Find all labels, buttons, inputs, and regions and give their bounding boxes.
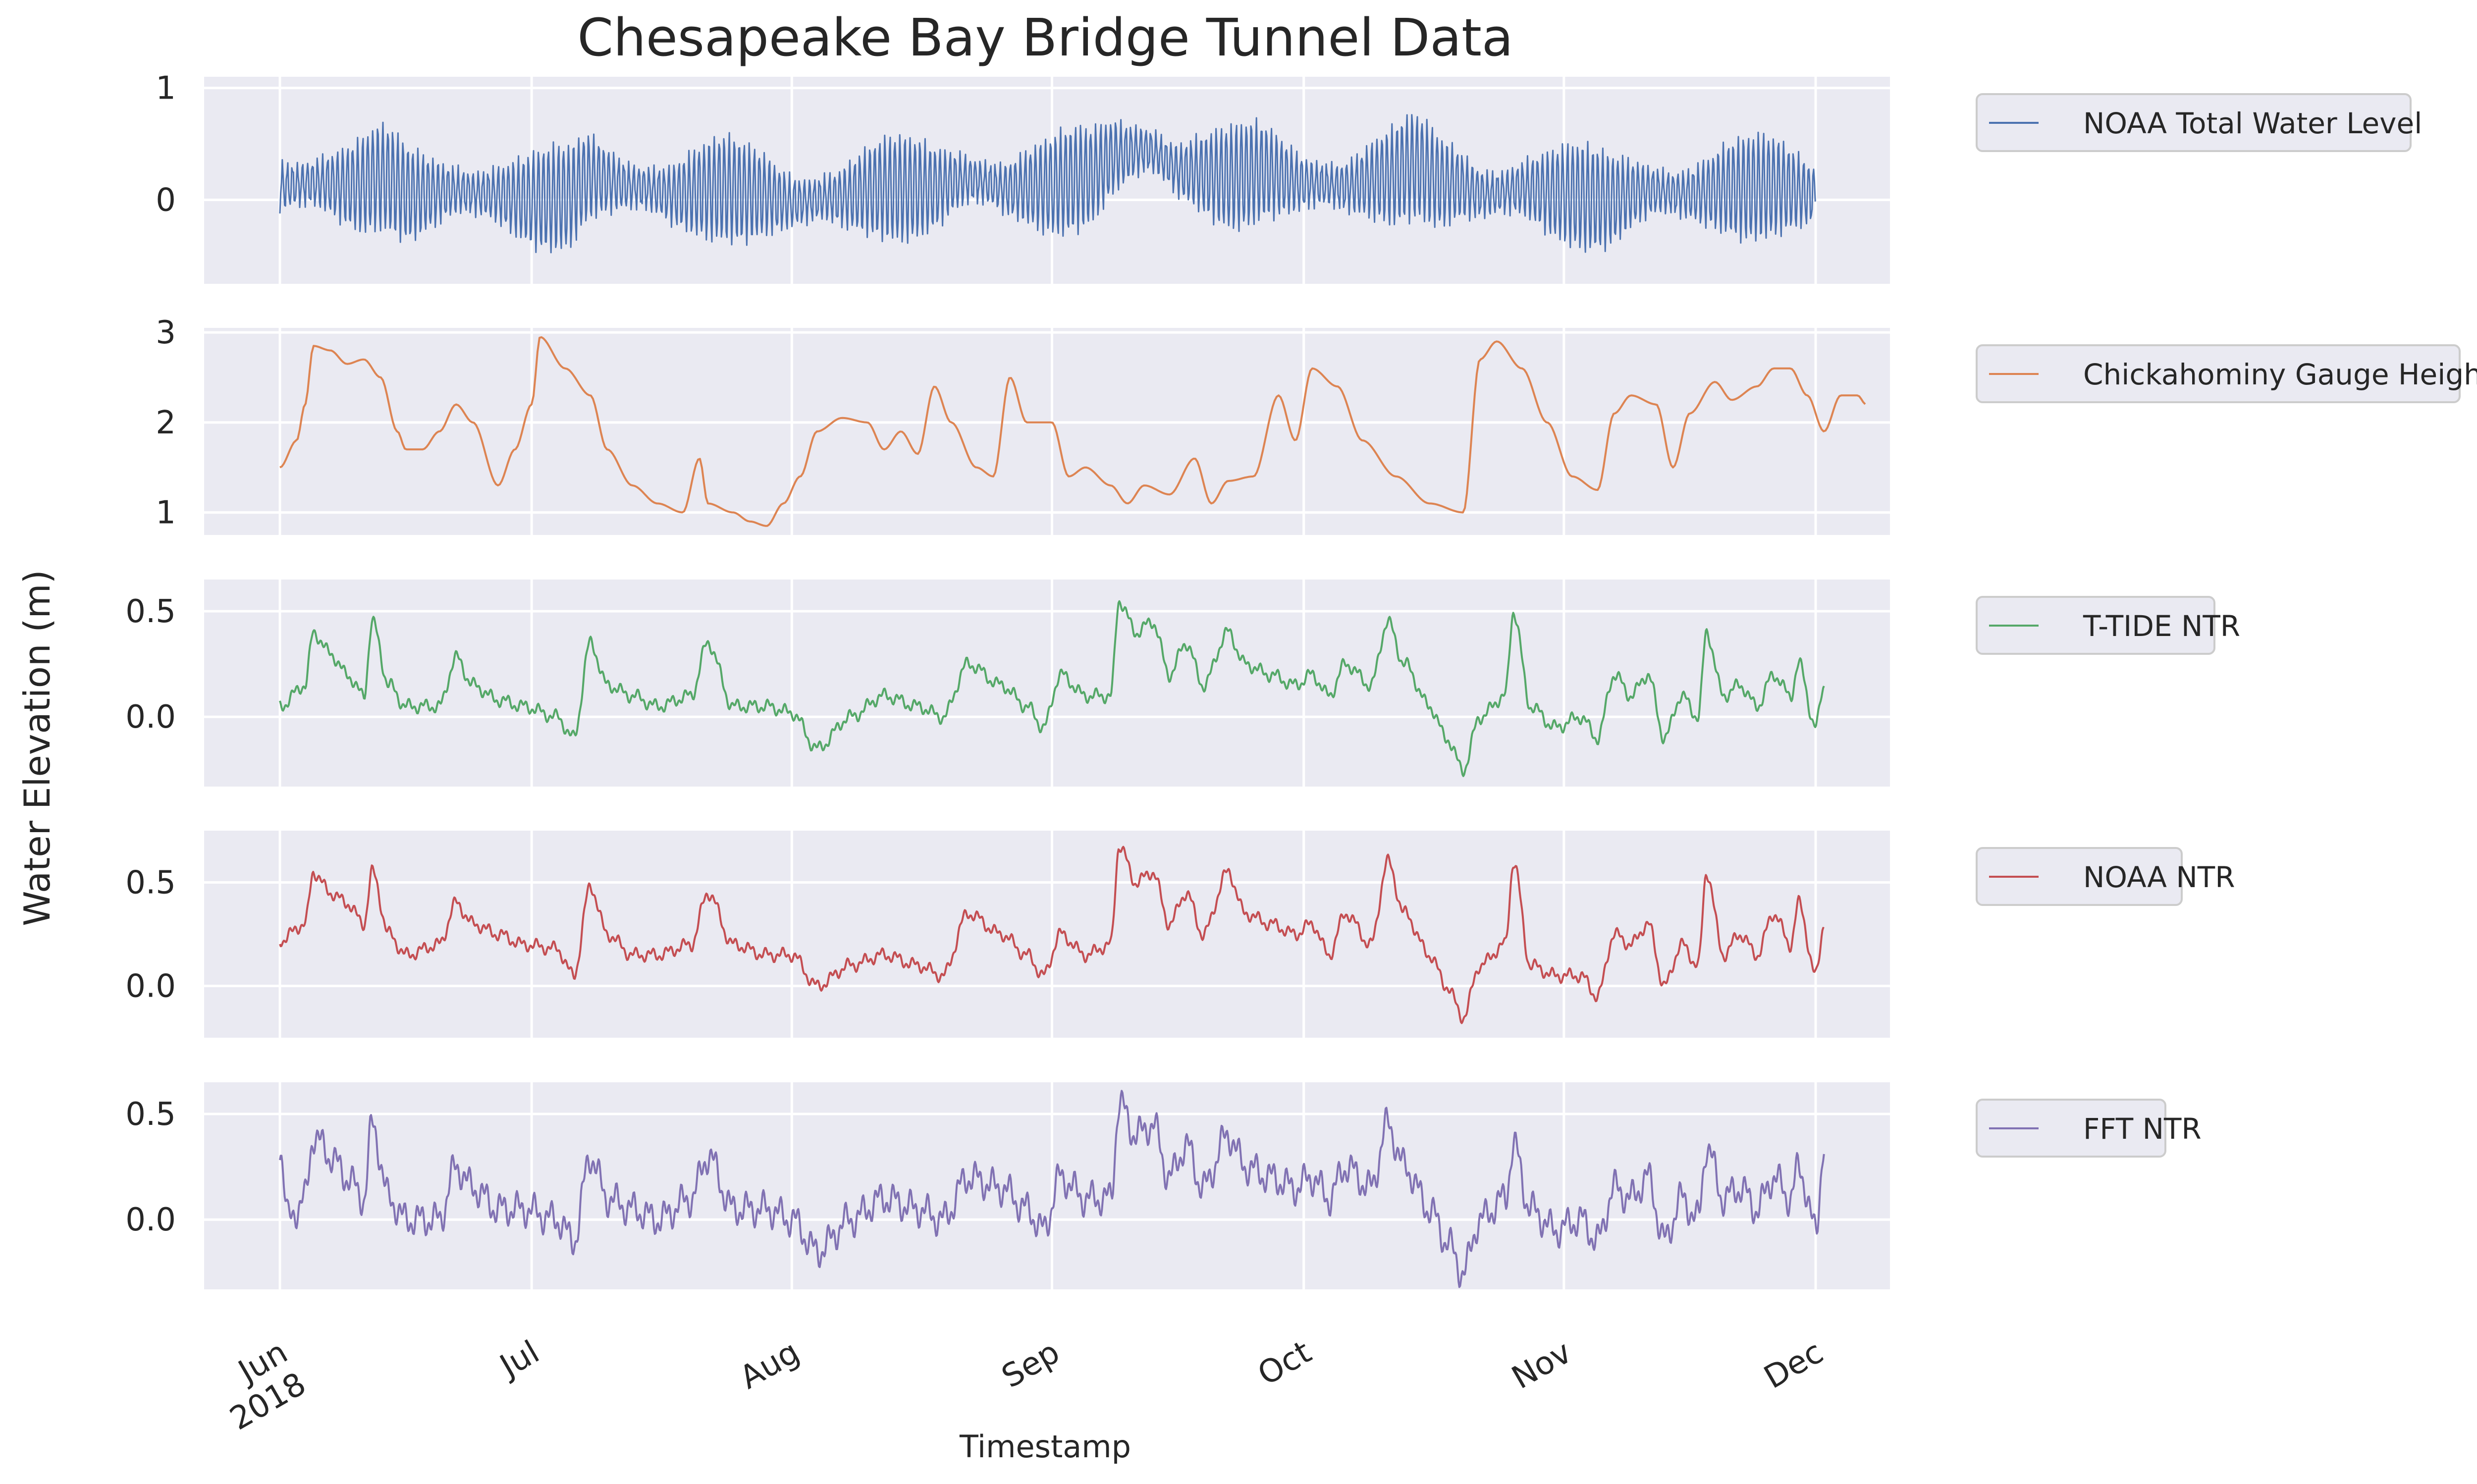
legend-label: NOAA NTR [2083, 860, 2235, 894]
panel-1: 0 1 NOAA Total Water Level [156, 70, 2422, 284]
y-tick-label: 0.5 [125, 593, 176, 630]
series-line [279, 846, 1825, 1024]
legend-1: NOAA Total Water Level [1976, 93, 2422, 152]
legend-4: NOAA NTR [1976, 847, 2235, 906]
y-tick-label: 2 [156, 405, 176, 441]
y-tick-label: 1 [156, 495, 176, 531]
y-tick-label: 0 [156, 182, 176, 219]
y-axis-label: Water Elevation (m) [16, 570, 58, 926]
legend-label: FFT NTR [2083, 1112, 2202, 1146]
y-tick-label: 1 [156, 70, 176, 107]
panel-background [204, 1082, 1890, 1289]
series-line [279, 336, 1866, 527]
panel-3: 0.0 0.5 T-TIDE NTR [125, 580, 2240, 787]
chart-panels: 0 1 NOAA Total Water Level 1 2 3 Chickahominy … [125, 70, 2477, 1289]
legend-label: Chickahominy Gauge Height [2083, 358, 2477, 391]
y-tick-label: 0.0 [125, 1202, 176, 1238]
panel-background [204, 831, 1890, 1038]
chart-title: Chesapeake Bay Bridge Tunnel Data [577, 7, 1513, 68]
y-tick-label: 0.0 [125, 968, 176, 1005]
legend-2: Chickahominy Gauge Height [1976, 344, 2477, 403]
legend-label: T-TIDE NTR [2083, 609, 2240, 643]
panel-2: 1 2 3 Chickahominy Gauge Height [156, 315, 2477, 535]
legend-box [1976, 93, 2412, 152]
panel-background [204, 328, 1890, 535]
series-line [279, 1090, 1825, 1288]
panel-4: 0.0 0.5 NOAA NTR [125, 831, 2235, 1038]
legend-5: FFT NTR [1976, 1099, 2202, 1158]
series-line [279, 114, 1816, 254]
panel-background [204, 580, 1890, 787]
x-axis-label: Timestamp [959, 1429, 1131, 1465]
legend-label: NOAA Total Water Level [2083, 106, 2422, 140]
legend-3: T-TIDE NTR [1976, 596, 2240, 655]
legend-box [1976, 344, 2461, 403]
series-line [279, 600, 1825, 777]
y-tick-label: 3 [156, 315, 176, 351]
legend-box [1976, 596, 2215, 655]
y-tick-label: 0.0 [125, 699, 176, 736]
legend-box [1976, 1099, 2166, 1158]
panel-5: 0.0 0.5 FFT NTR [125, 1082, 2202, 1289]
legend-box [1976, 847, 2183, 906]
y-tick-label: 0.5 [125, 865, 176, 901]
y-tick-label: 0.5 [125, 1096, 176, 1133]
